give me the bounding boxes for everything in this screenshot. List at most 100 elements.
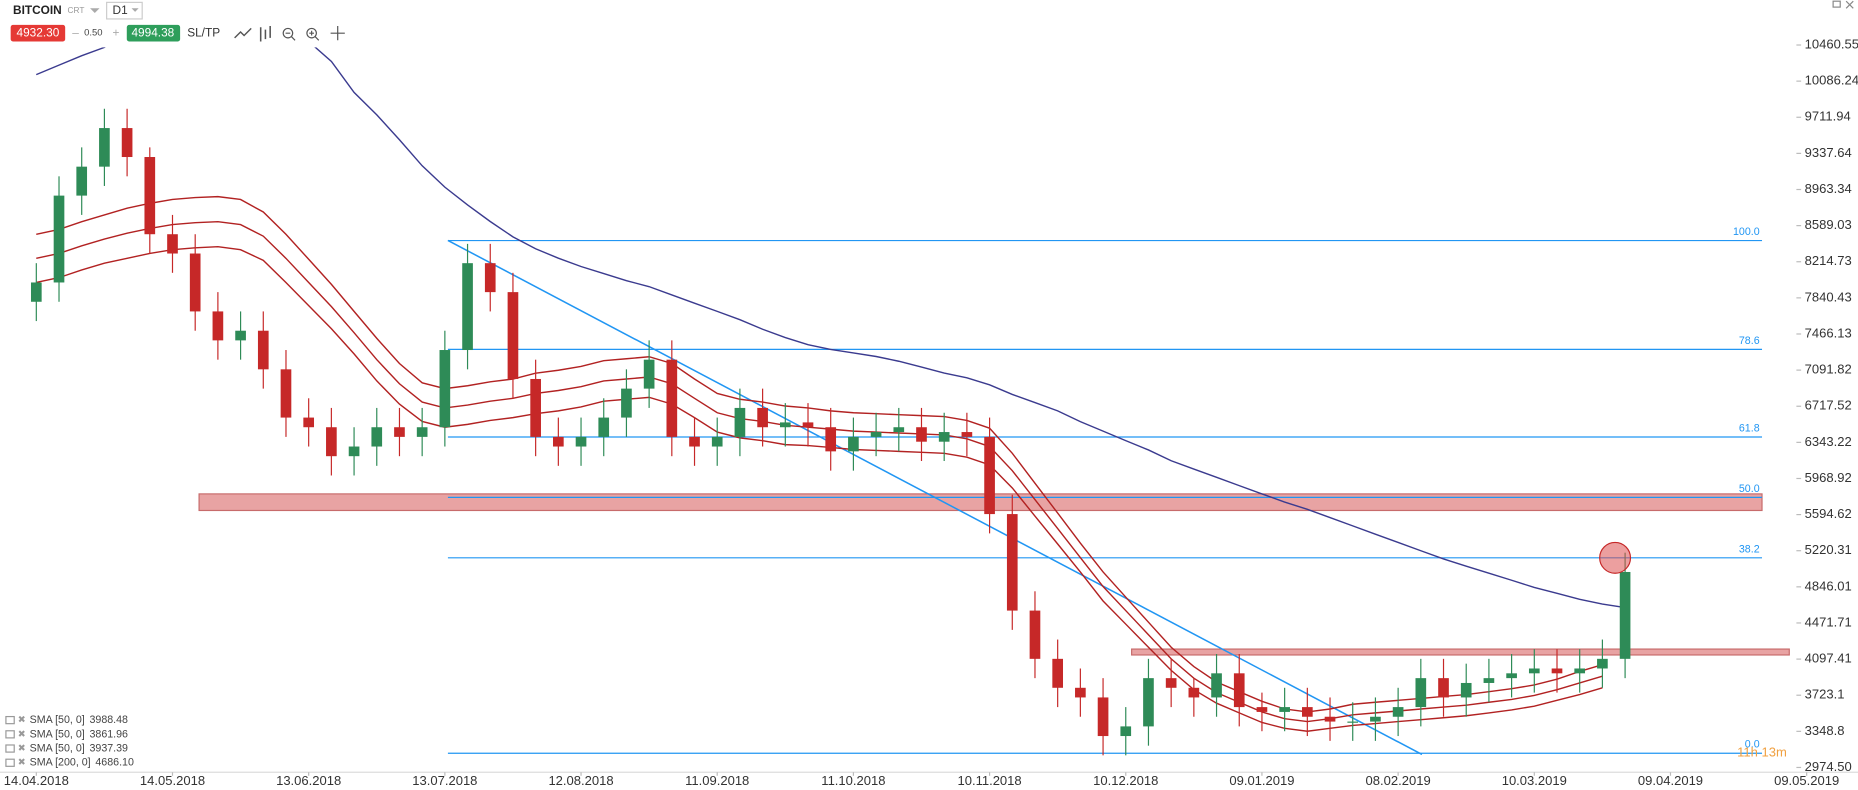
support-zone [1131, 648, 1790, 656]
candle-body [1392, 707, 1404, 717]
candle-body [484, 263, 496, 293]
candle-body [1006, 514, 1018, 611]
legend-value: 4686.10 [95, 757, 134, 769]
candle-body [961, 432, 973, 437]
legend-close: ✖ [18, 715, 26, 726]
candle-body [916, 427, 927, 442]
candle-body [76, 166, 88, 196]
legend-entry: SMA [50, 0] 3988.48 [30, 714, 128, 726]
move-icon[interactable] [330, 26, 345, 41]
candle-body [689, 436, 700, 447]
candle-tool-icon[interactable] [259, 26, 271, 42]
legend-name: SMA [200, 0] [30, 757, 91, 769]
candle-body [553, 436, 564, 447]
legend-close: ✖ [18, 729, 26, 740]
candle-body [1347, 721, 1359, 723]
symbol[interactable]: BITCOIN [13, 3, 62, 17]
candle-body [1438, 678, 1449, 698]
candle-body [30, 282, 42, 302]
candle-body [1052, 658, 1064, 688]
sma-line [35, 6, 1626, 609]
candle-body [189, 253, 201, 312]
sma-line [36, 221, 1603, 723]
y-tick-label: 7091.82 [1805, 362, 1852, 377]
x-tick-label: 08.02.2019 [1366, 773, 1431, 788]
candle-body [1460, 682, 1472, 698]
y-tick-label: 4471.71 [1805, 614, 1852, 629]
resistance-zone [198, 493, 1763, 512]
y-tick-label: 7840.43 [1805, 289, 1852, 304]
candle-body [1165, 678, 1177, 688]
ask-price[interactable]: 4994.38 [131, 25, 174, 39]
fib-level-label: 0.0 [1745, 739, 1760, 751]
x-tick-label: 12.08.2018 [548, 773, 613, 788]
legend-name: SMA [50, 0] [30, 742, 85, 754]
x-tick-label: 09.01.2019 [1229, 773, 1294, 788]
window-controls [1832, 0, 1854, 9]
y-tick-label: 5594.62 [1805, 506, 1852, 521]
timeframe[interactable]: D1 [113, 3, 128, 17]
y-tick-label: 4846.01 [1805, 578, 1852, 593]
y-tick-label: 10460.55 [1805, 36, 1858, 51]
candle-body [711, 436, 723, 447]
legend: ✖ SMA [50, 0] 3988.48 ✖ SMA [50, 0] 3861.96 ✖ S… [5, 714, 134, 769]
zoom-in-icon[interactable] [306, 27, 317, 39]
x-tick-label: 13.07.2018 [412, 773, 477, 788]
candle-body [439, 350, 451, 428]
timeframe-box[interactable] [106, 1, 143, 20]
x-tick-label: 11.10.2018 [821, 773, 885, 788]
minus[interactable]: – [72, 25, 79, 39]
legend-name: SMA [50, 0] [30, 714, 85, 726]
dropdown-arrow [90, 8, 100, 14]
y-tick-label: 2974.50 [1805, 759, 1852, 774]
buy-button[interactable] [126, 24, 181, 42]
toolbar: BITCOIN CRT D1 4932.30 – 0.50 + 4994.38 … [0, 0, 356, 48]
candle-body [1075, 687, 1086, 698]
y-tick-label: 3723.1 [1805, 687, 1845, 702]
line-tool-icon[interactable] [234, 27, 252, 39]
zoom-in-icon-detail [309, 30, 320, 41]
restore-icon[interactable] [1832, 0, 1841, 8]
legend-close: ✖ [18, 743, 26, 754]
sell-button[interactable] [10, 24, 66, 42]
fib-level-label: 50.0 [1739, 483, 1760, 495]
sltp[interactable]: SL/TP [187, 25, 220, 39]
zoom-out-icon[interactable] [282, 27, 294, 39]
candle-body [1415, 678, 1427, 708]
x-tick-label: 14.04.2018 [4, 773, 69, 788]
y-tick-label: 6717.52 [1805, 398, 1852, 413]
candle-body [280, 369, 292, 418]
y-tick-label: 10086.24 [1805, 73, 1858, 88]
y-tick-label: 5220.31 [1805, 542, 1852, 557]
candle-body [1528, 668, 1540, 674]
candle-body [326, 427, 337, 457]
candle-body [757, 407, 768, 428]
sma-line [36, 195, 1603, 713]
plus[interactable]: + [113, 25, 120, 39]
candle-body [1233, 673, 1245, 708]
spread: 0.50 [84, 28, 102, 39]
plot: 100.0 78.6 61.8 50.0 38.2 0.0 [30, 6, 1763, 756]
y-tick-label: 6343.22 [1805, 434, 1852, 449]
candle-body [121, 128, 133, 158]
legend-value: 3937.39 [89, 742, 128, 754]
candle-body [507, 292, 519, 379]
candle-body [371, 427, 383, 447]
close-icon[interactable] [1845, 0, 1854, 9]
y-tick-label: 9337.64 [1805, 145, 1852, 160]
candle-body [257, 330, 269, 370]
y-tick-label: 7466.13 [1805, 325, 1852, 340]
x-tick-label: 11.09.2018 [685, 773, 749, 788]
candle-body [1597, 658, 1608, 669]
sma-line [36, 245, 1603, 732]
legend-name: SMA [50, 0] [30, 728, 85, 740]
candle-body [53, 195, 65, 283]
candle-body [394, 427, 405, 437]
fib-level-label: 61.8 [1739, 422, 1760, 434]
candle-body [167, 234, 178, 254]
legend-icon [5, 744, 15, 753]
bid-price[interactable]: 4932.30 [17, 25, 60, 39]
dropdown-arrow [131, 8, 139, 12]
candle-body [1551, 668, 1563, 674]
